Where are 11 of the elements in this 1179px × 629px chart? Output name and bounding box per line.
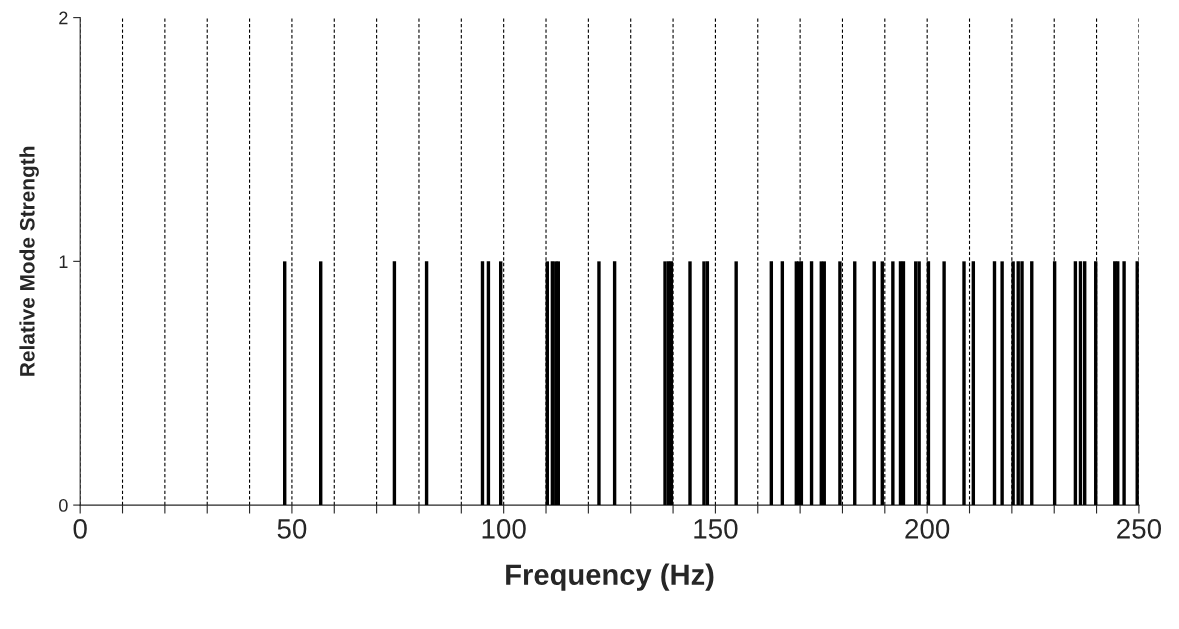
x-tick-label: 0 <box>73 519 87 539</box>
y-tick-label: 0 <box>59 499 68 512</box>
x-axis-title: Frequency (Hz) <box>506 563 714 591</box>
y-tick-label: 1 <box>59 255 68 268</box>
y-tick-label: 2 <box>59 11 68 25</box>
x-tick-label: 50 <box>277 519 307 539</box>
x-tick-label: 100 <box>482 519 526 539</box>
x-tick-label: 150 <box>694 519 738 539</box>
x-tick-label: 250 <box>1117 519 1161 539</box>
x-tick-label: 200 <box>905 519 950 539</box>
y-axis-title: Relative Mode Strength <box>19 146 39 376</box>
